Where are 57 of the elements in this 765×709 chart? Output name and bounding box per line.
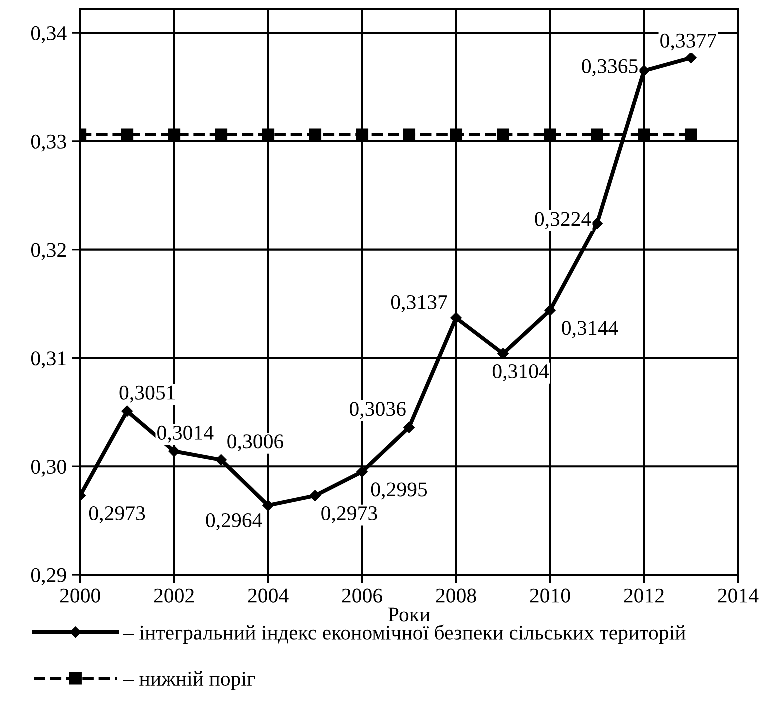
x-tick-label: 2000 bbox=[60, 588, 100, 603]
point bbox=[168, 446, 180, 458]
point bbox=[356, 466, 368, 478]
x-tick-label: 2008 bbox=[436, 588, 476, 603]
data-label: 0,3014 bbox=[158, 426, 214, 443]
point bbox=[592, 218, 603, 230]
legend-label: – інтегральний індекс економічної безпеки сільських територій bbox=[123, 624, 686, 644]
point bbox=[450, 128, 463, 142]
data-label: 0,3224 bbox=[535, 212, 592, 230]
x-tick-label: 2002 bbox=[154, 588, 194, 603]
point bbox=[215, 128, 228, 142]
data-label: 0,3051 bbox=[120, 386, 176, 403]
point bbox=[262, 128, 275, 142]
point bbox=[309, 128, 322, 142]
x-tick-label: 2014 bbox=[718, 588, 759, 603]
point bbox=[450, 312, 462, 324]
data-label: 0,3104 bbox=[492, 364, 550, 382]
data-label: 0,3144 bbox=[562, 321, 618, 338]
x-tick-label: 2010 bbox=[530, 588, 570, 603]
point bbox=[262, 500, 274, 512]
y-tick-label: 0,32 bbox=[31, 243, 66, 260]
y-tick-label: 0,30 bbox=[31, 460, 66, 478]
y-tick-label: 0,29 bbox=[31, 568, 66, 586]
point bbox=[686, 52, 697, 64]
data-label: 0,3365 bbox=[582, 59, 638, 76]
point bbox=[404, 422, 415, 434]
point bbox=[356, 128, 369, 142]
data-label: 0,3006 bbox=[228, 434, 284, 452]
point bbox=[310, 490, 321, 502]
y-tick-label: 0,31 bbox=[31, 352, 66, 369]
x-axis-title: Роки bbox=[388, 608, 430, 622]
point bbox=[498, 348, 509, 360]
x-tick-label: 2006 bbox=[342, 588, 382, 603]
data-label: 0,3137 bbox=[391, 295, 448, 312]
point bbox=[638, 65, 650, 77]
point bbox=[590, 128, 604, 142]
data-label: 0,2995 bbox=[371, 482, 428, 500]
data-label: 0,2964 bbox=[206, 513, 262, 531]
data-label: 0,3377 bbox=[660, 34, 716, 51]
data-label: 0,3036 bbox=[350, 402, 406, 420]
x-tick-label: 2004 bbox=[248, 588, 289, 603]
point bbox=[497, 128, 510, 142]
point bbox=[121, 128, 134, 142]
legend-label: – нижній поріг bbox=[123, 672, 256, 690]
y-tick-label: 0,33 bbox=[31, 134, 66, 152]
point bbox=[544, 128, 557, 142]
point bbox=[122, 406, 133, 417]
y-tick-label: 0,34 bbox=[31, 26, 67, 44]
point bbox=[168, 128, 181, 142]
point bbox=[638, 128, 650, 142]
data-label: 0,2973 bbox=[89, 506, 146, 524]
data-label: 0,2973 bbox=[322, 506, 378, 524]
point bbox=[403, 128, 416, 142]
x-tick-label: 2012 bbox=[624, 588, 664, 603]
point bbox=[544, 304, 556, 316]
point bbox=[684, 128, 698, 142]
point bbox=[216, 454, 227, 466]
